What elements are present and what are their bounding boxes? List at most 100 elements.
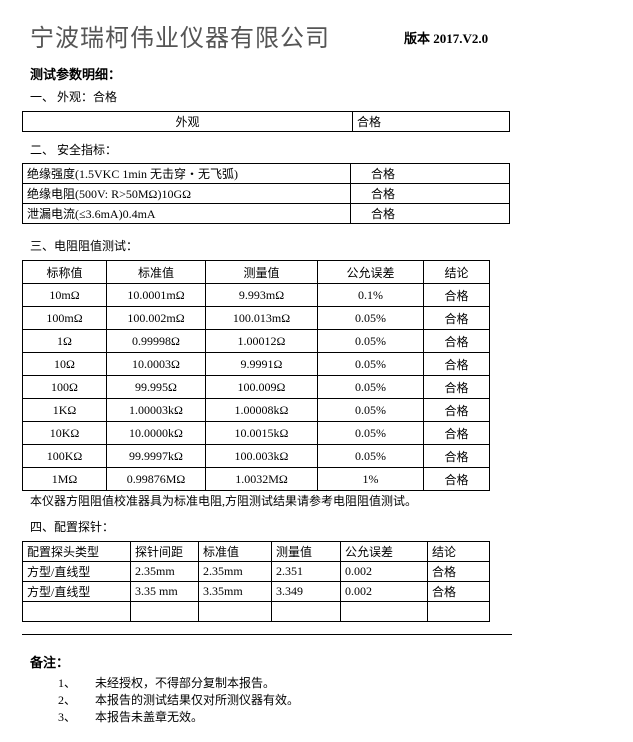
cell: 100.013mΩ [205,306,318,330]
appearance-table: 外观 合格 [22,111,510,132]
row: 10mΩ 10.0001mΩ 9.993mΩ 0.1% 合格 [22,283,490,307]
cell: 探针间距 [130,541,199,562]
table-body: 外观 合格 [22,111,510,132]
heading: 四、配置探针： [30,520,115,534]
cell: 1.0032MΩ [205,467,318,491]
safety-table: 绝缘强度(1.5VKC 1min 无击穿・无飞弧) 合格 绝缘电阻(500V: R>… [22,163,510,224]
cell: 100.002mΩ [106,306,206,330]
table-body: 配置探头类型 探针间距 标准值 测量值 公允误差 结论 方型/直线型 2.35mm 2.35mm… [22,541,490,622]
cell: 99.995Ω [106,375,206,399]
company: 宁波瑞柯伟业仪器有限公司 [30,26,330,52]
cell: 合格 [423,283,490,307]
cell: 10mΩ [22,283,107,307]
cell: 2.35mm [198,561,272,582]
cell: 0.99998Ω [106,329,206,353]
rule [22,634,512,635]
cell [340,601,428,622]
cell: 合格 [423,329,490,353]
cell: 2.35mm [130,561,199,582]
cell: 0.1% [317,283,424,307]
cell: 合格 [423,444,490,468]
cell: 10KΩ [22,421,107,445]
cell: 标准值 [106,260,206,284]
cell: 标称值 [22,260,107,284]
cell: 合格 [423,306,490,330]
cell: 合格 [350,183,510,204]
row: 100KΩ 99.9997kΩ 100.003kΩ 0.05% 合格 [22,444,490,468]
row: 100Ω 99.995Ω 100.009Ω 0.05% 合格 [22,375,490,399]
cell [427,601,490,622]
cell: 测量值 [205,260,318,284]
cell: 公允误差 [340,541,428,562]
remarks-heading: 备注： [30,655,70,670]
cell [198,601,272,622]
cell: 0.05% [317,306,424,330]
cell: 标准值 [198,541,272,562]
remark-number: 1、 [58,676,77,690]
cell: 0.05% [317,352,424,376]
cell: 0.05% [317,329,424,353]
cell: 合格 [423,421,490,445]
cell: 10.0015kΩ [205,421,318,445]
row: 方型/直线型 2.35mm 2.35mm 2.351 0.002 合格 [22,561,490,582]
cell: 0.05% [317,398,424,422]
cell: 9.993mΩ [205,283,318,307]
cell: 0.05% [317,444,424,468]
cell: 合格 [423,467,490,491]
cell: 合格 [352,111,510,132]
row: 外观 合格 [22,111,510,132]
cell [22,601,131,622]
cell: 100.009Ω [205,375,318,399]
row: 绝缘电阻(500V: R>50MΩ)10GΩ 合格 [22,183,510,204]
cell: 10.0001mΩ [106,283,206,307]
remark-number: 3、 [58,710,77,724]
table-body: 绝缘强度(1.5VKC 1min 无击穿・无飞弧) 合格 绝缘电阻(500V: R>… [22,163,510,224]
empty-row [22,601,490,622]
cell: 9.9991Ω [205,352,318,376]
cell: 方型/直线型 [22,561,131,582]
cell: 1MΩ [22,467,107,491]
cell: 100Ω [22,375,107,399]
cell: 合格 [423,398,490,422]
cell [271,601,341,622]
cell: 100mΩ [22,306,107,330]
cell: 100KΩ [22,444,107,468]
resistance-table: 标称值 标准值 测量值 公允误差 结论 10mΩ 10.0001mΩ 9.993mΩ 0.1% 合… [22,260,490,491]
cell: 绝缘电阻(500V: R>50MΩ)10GΩ [22,183,351,204]
cell: 2.351 [271,561,341,582]
cell: 1% [317,467,424,491]
cell: 0.05% [317,375,424,399]
cell: 0.99876MΩ [106,467,206,491]
cell: 3.349 [271,581,341,602]
cell: 绝缘强度(1.5VKC 1min 无击穿・无飞弧) [22,163,351,184]
cell: 方型/直线型 [22,581,131,602]
cell: 3.35mm [198,581,272,602]
cell: 0.002 [340,581,428,602]
cell: 1.00012Ω [205,329,318,353]
cell: 1Ω [22,329,107,353]
cell: 1KΩ [22,398,107,422]
cell: 合格 [423,375,490,399]
cell: 10.0003Ω [106,352,206,376]
cell: 1.00008kΩ [205,398,318,422]
note: 本仪器方阻阻值校准器具为标准电阻,方阻测试结果请参考电阻阻值测试。 [30,494,418,508]
cell: 结论 [423,260,490,284]
cell: 测量值 [271,541,341,562]
row: 绝缘强度(1.5VKC 1min 无击穿・无飞弧) 合格 [22,163,510,184]
row: 方型/直线型 3.35 mm 3.35mm 3.349 0.002 合格 [22,581,490,602]
header-row: 标称值 标准值 测量值 公允误差 结论 [22,260,490,284]
cell: 公允误差 [317,260,424,284]
row: 1MΩ 0.99876MΩ 1.0032MΩ 1% 合格 [22,467,490,491]
row: 100mΩ 100.002mΩ 100.013mΩ 0.05% 合格 [22,306,490,330]
cell: 10.0000kΩ [106,421,206,445]
row: 1KΩ 1.00003kΩ 1.00008kΩ 0.05% 合格 [22,398,490,422]
heading: 一、 外观：合格 [30,90,118,104]
cell: 泄漏电流(≤3.6mA)0.4mA [22,203,351,224]
remark-number: 2、 [58,693,77,707]
row: 10Ω 10.0003Ω 9.9991Ω 0.05% 合格 [22,352,490,376]
cell: 合格 [350,203,510,224]
cell: 合格 [350,163,510,184]
remark-text: 未经授权，不得部分复制本报告。 [95,676,276,690]
cell: 99.9997kΩ [106,444,206,468]
